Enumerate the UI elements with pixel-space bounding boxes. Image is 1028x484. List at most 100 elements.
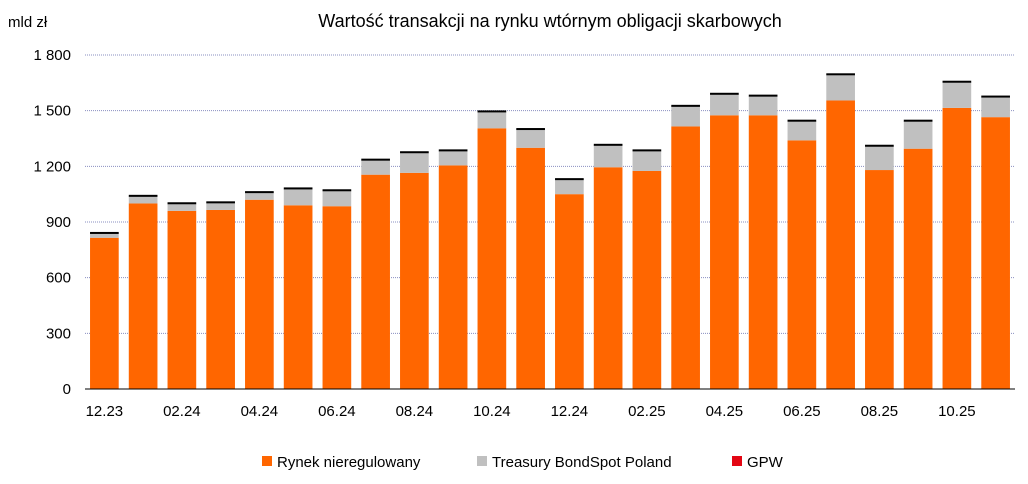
bar-gpw — [787, 119, 817, 122]
legend-swatch — [262, 456, 272, 466]
bar-treasury-bondspot-poland — [826, 74, 855, 101]
bar-treasury-bondspot-poland — [477, 111, 507, 129]
bar-treasury-bondspot-poland — [128, 196, 158, 204]
y-tick-label: 900 — [46, 214, 71, 231]
bar-gpw — [283, 187, 313, 190]
bar-treasury-bondspot-poland — [748, 95, 778, 116]
bar-treasury-bondspot-poland — [710, 93, 739, 116]
bar-gpw — [632, 149, 662, 152]
bar-rynek-nieregulowany — [206, 209, 235, 389]
x-tick-label: 04.25 — [706, 403, 744, 420]
bar-gpw — [90, 231, 119, 234]
bar-gpw — [826, 73, 855, 76]
legend-swatch — [477, 456, 487, 466]
bar-rynek-nieregulowany — [942, 107, 972, 389]
bar-rynek-nieregulowany — [400, 172, 429, 389]
bar-rynek-nieregulowany — [167, 210, 197, 389]
bar-rynek-nieregulowany — [787, 140, 817, 389]
bar-gpw — [516, 128, 545, 131]
x-tick-label: 02.24 — [163, 403, 201, 420]
bar-treasury-bondspot-poland — [400, 152, 429, 173]
bar-treasury-bondspot-poland — [787, 120, 817, 141]
bar-rynek-nieregulowany — [903, 148, 933, 389]
legend-label: GPW — [747, 454, 784, 471]
x-tick-label: 08.25 — [861, 403, 899, 420]
bar-rynek-nieregulowany — [438, 165, 468, 389]
x-tick-label: 02.25 — [628, 403, 666, 420]
x-tick-label: 12.23 — [86, 403, 124, 420]
bar-gpw — [322, 189, 352, 192]
y-axis-label: mld zł — [8, 14, 48, 31]
bar-rynek-nieregulowany — [245, 199, 274, 389]
bar-rynek-nieregulowany — [90, 237, 119, 389]
bar-rynek-nieregulowany — [671, 126, 700, 389]
y-tick-label: 600 — [46, 270, 71, 287]
bar-treasury-bondspot-poland — [438, 150, 468, 166]
bar-treasury-bondspot-poland — [671, 106, 700, 127]
y-tick-label: 0 — [63, 381, 71, 398]
bars — [90, 73, 1010, 390]
bar-rynek-nieregulowany — [555, 194, 584, 389]
bar-treasury-bondspot-poland — [903, 120, 933, 149]
bar-rynek-nieregulowany — [322, 206, 352, 389]
legend: Rynek nieregulowany Treasury BondSpot Pol… — [262, 454, 784, 471]
y-tick-label: 1 200 — [33, 158, 71, 175]
bar-rynek-nieregulowany — [748, 115, 778, 390]
bar-gpw — [555, 178, 584, 181]
bar-rynek-nieregulowany — [865, 170, 894, 389]
x-tick-label: 10.25 — [938, 403, 976, 420]
bar-gpw — [671, 104, 700, 107]
bar-rynek-nieregulowany — [477, 128, 507, 390]
bar-gpw — [903, 119, 933, 122]
bar-rynek-nieregulowany — [826, 100, 855, 389]
bar-treasury-bondspot-poland — [516, 129, 545, 148]
x-tick-label: 04.24 — [241, 403, 279, 420]
bar-treasury-bondspot-poland — [361, 159, 390, 175]
bar-gpw — [942, 80, 972, 83]
bar-treasury-bondspot-poland — [865, 145, 894, 171]
y-tick-label: 300 — [46, 325, 71, 342]
bar-gpw — [748, 94, 778, 97]
bar-rynek-nieregulowany — [128, 203, 158, 389]
bar-treasury-bondspot-poland — [283, 188, 313, 206]
bar-rynek-nieregulowany — [361, 174, 390, 389]
bar-rynek-nieregulowany — [283, 205, 313, 389]
chart-title: Wartość transakcji na rynku wtórnym obli… — [318, 11, 782, 31]
x-tick-label: 08.24 — [396, 403, 434, 420]
bar-gpw — [710, 92, 739, 95]
bar-rynek-nieregulowany — [593, 167, 623, 389]
bar-treasury-bondspot-poland — [632, 150, 662, 171]
bar-treasury-bondspot-poland — [206, 202, 235, 210]
bar-treasury-bondspot-poland — [90, 233, 119, 238]
y-tick-label: 1 500 — [33, 103, 71, 120]
legend-swatch — [732, 456, 742, 466]
bar-gpw — [400, 151, 429, 154]
bar-rynek-nieregulowany — [516, 147, 545, 389]
bar-treasury-bondspot-poland — [942, 81, 972, 108]
bar-treasury-bondspot-poland — [322, 190, 352, 207]
y-axis-ticks: 0 300 600 900 1 200 1 500 1 800 — [33, 47, 71, 398]
bar-gpw — [477, 110, 507, 113]
bar-treasury-bondspot-poland — [167, 203, 197, 211]
bar-treasury-bondspot-poland — [981, 96, 1010, 118]
bar-gpw — [438, 149, 468, 152]
legend-label: Treasury BondSpot Poland — [492, 454, 672, 471]
bar-rynek-nieregulowany — [710, 115, 739, 390]
x-tick-label: 12.24 — [551, 403, 589, 420]
bar-gpw — [128, 194, 158, 197]
bar-treasury-bondspot-poland — [555, 179, 584, 195]
bar-treasury-bondspot-poland — [245, 192, 274, 200]
x-tick-label: 06.24 — [318, 403, 356, 420]
bar-gpw — [361, 158, 390, 161]
bar-gpw — [206, 201, 235, 204]
y-tick-label: 1 800 — [33, 47, 71, 64]
bar-rynek-nieregulowany — [981, 117, 1010, 390]
bar-gpw — [593, 143, 623, 146]
bar-gpw — [865, 144, 894, 147]
bar-gpw — [167, 202, 197, 205]
bar-treasury-bondspot-poland — [593, 144, 623, 168]
legend-label: Rynek nieregulowany — [277, 454, 421, 471]
x-tick-label: 06.25 — [783, 403, 821, 420]
bar-rynek-nieregulowany — [632, 170, 662, 389]
